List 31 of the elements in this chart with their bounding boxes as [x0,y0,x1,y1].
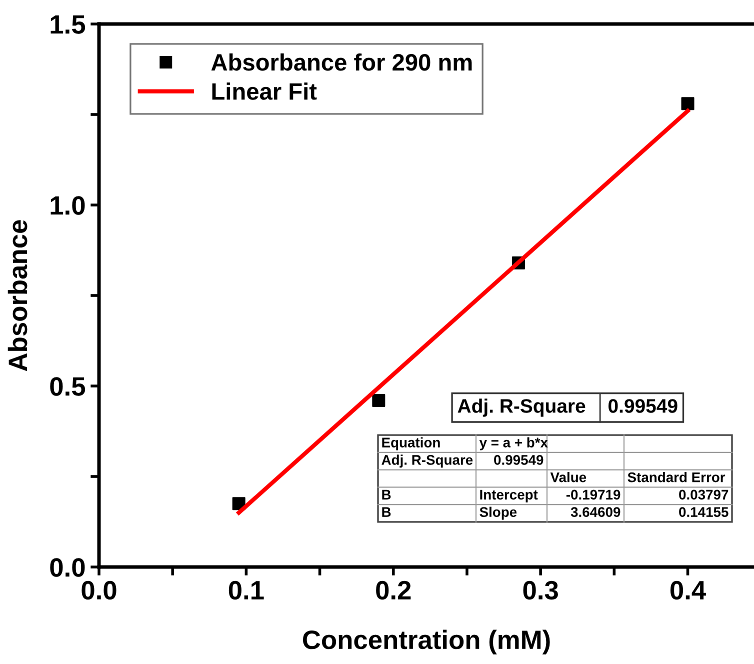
annotation: B [382,490,391,500]
annotation: Equation [382,437,440,450]
y-tick-label: 0.5 [50,377,86,396]
annotation: 0.14155 [679,507,728,517]
legend-label: Linear Fit [212,82,317,100]
x-tick-label: 0.4 [670,580,706,600]
annotation: 0.99549 [494,455,544,465]
x-tick-label: 0.0 [82,580,116,600]
annotation: B [382,507,391,517]
annotation: Value [550,472,586,482]
point [681,97,694,110]
x-tick-label: 0.2 [376,580,411,600]
x-axis-title: Concentration (mM) [302,630,550,654]
x-tick-label: 0.1 [228,580,264,600]
annotation: 0.03797 [679,490,728,500]
annotation: y = a + b*x [479,437,548,450]
y-tick-label: 0.0 [50,558,85,577]
annotation: Adj. R-Square [458,398,586,417]
annotation: Standard Error [628,472,726,482]
annotation: 0.99549 [608,399,678,413]
y-tick-label: 1.0 [50,196,85,215]
y-axis-title: Absorbance [8,220,28,372]
legend-label: Absorbance for 290 nm [211,53,472,71]
annotation: Adj. R-Square [382,454,473,468]
annotation: Slope [480,506,517,520]
y-tick-label: 1.5 [50,15,86,34]
x-tick-label: 0.3 [523,580,558,600]
annotation: 3.64609 [570,507,620,517]
point [372,394,386,407]
annotation: -0.19719 [566,490,620,500]
annotation: Intercept [480,490,538,502]
